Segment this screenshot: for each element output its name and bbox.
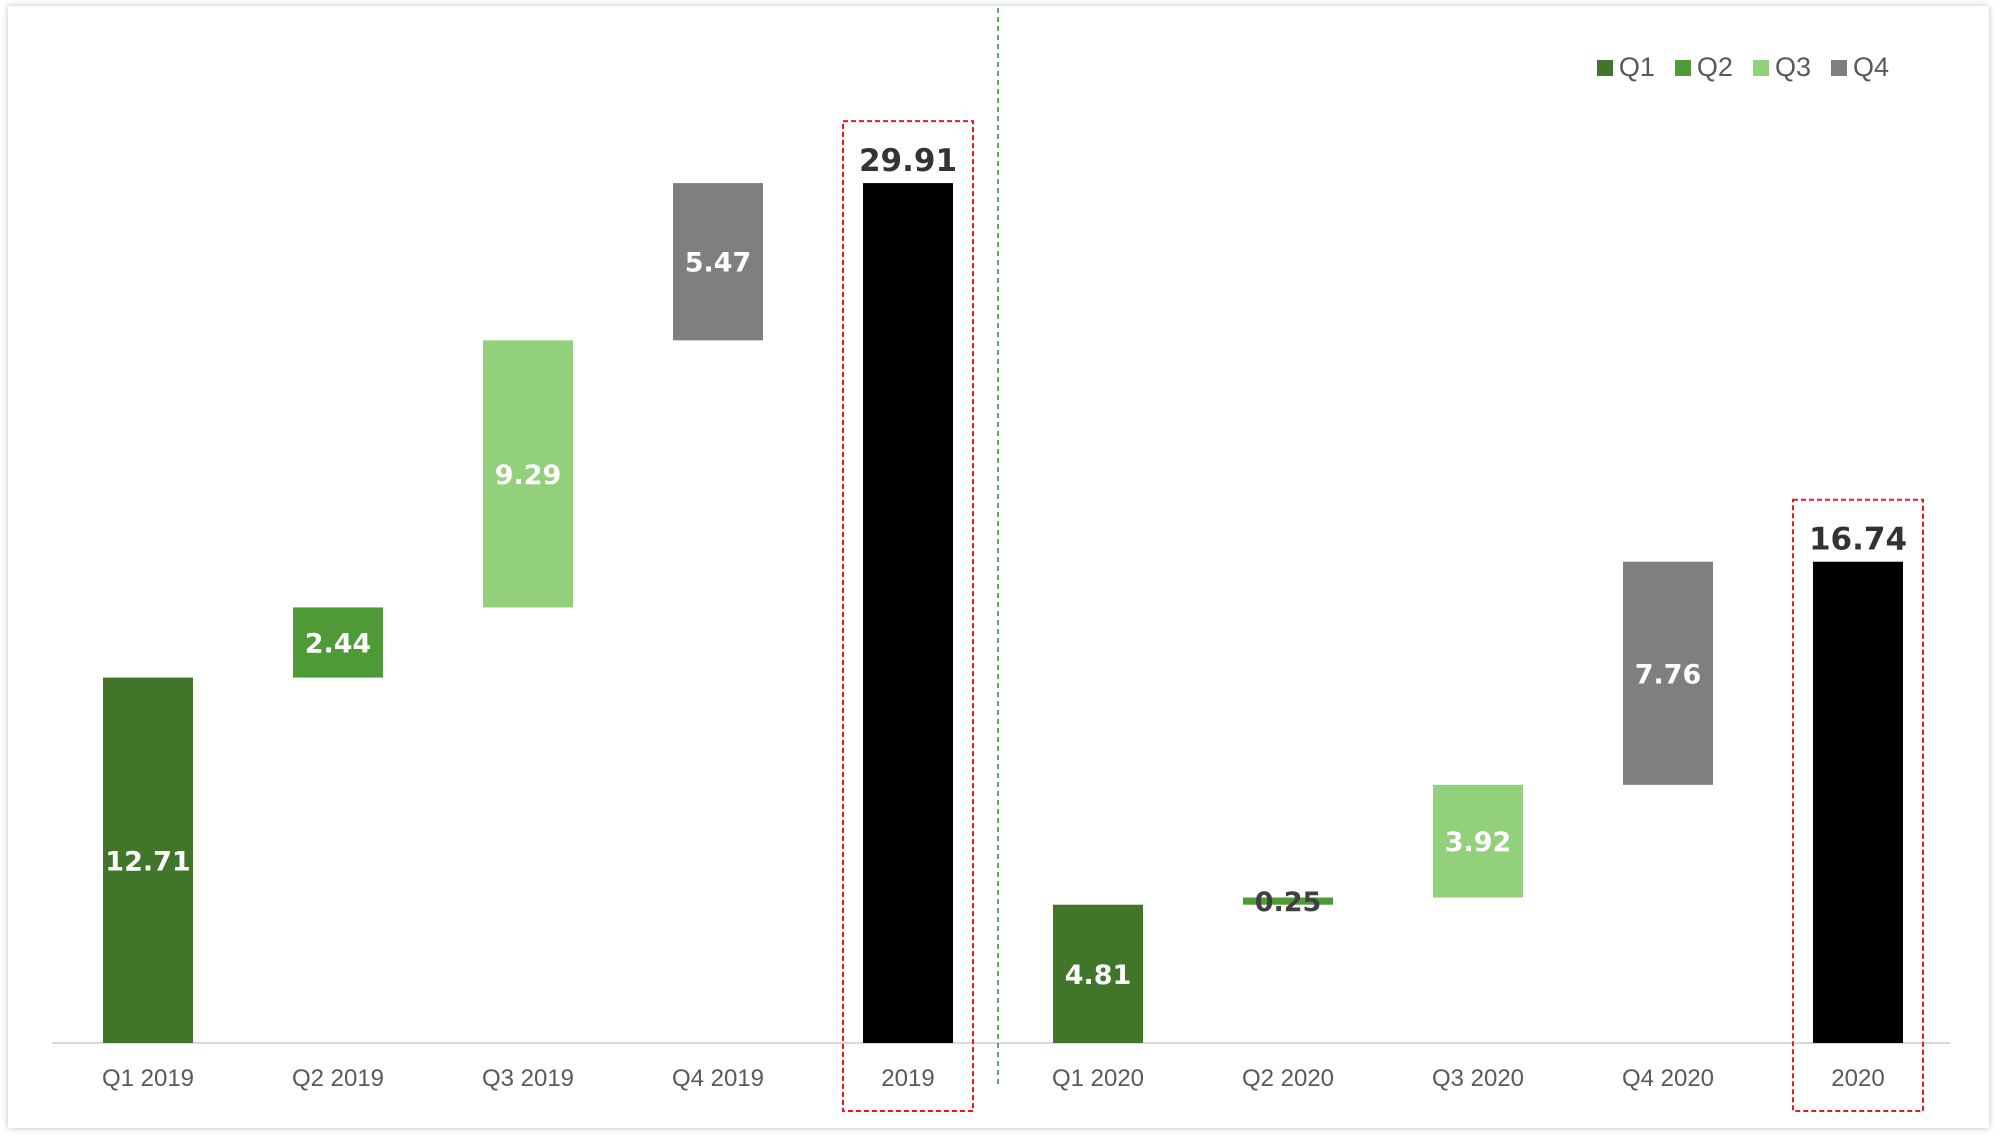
x-tick-label-2020: 2020 [1831,1065,1884,1092]
total-label-2019: 29.91 [859,143,957,179]
total-label-2020: 16.74 [1809,522,1907,558]
data-label-q3-2020: 3.92 [1445,827,1512,858]
bar-q4-2020 [1623,561,1713,785]
data-label-q2-2020: 0.25 [1255,887,1322,918]
data-label-q4-2020: 7.76 [1635,659,1702,690]
highlight-box-2020 [1792,498,1924,1113]
bar-q2-2019 [293,607,383,678]
bar-2020 [1813,561,1903,1043]
bar-q2-2020 [1243,897,1333,905]
data-label-q1-2019: 12.71 [105,846,190,877]
legend-item-q4: Q4 [1830,52,1889,83]
data-label-q3-2019: 9.29 [495,460,562,491]
legend-item-q3: Q3 [1752,52,1811,83]
legend-item-q2: Q2 [1674,52,1733,83]
legend-swatch-q4 [1830,59,1847,76]
x-tick-label-q3-2019: Q3 2019 [482,1065,574,1092]
data-label-q2-2019: 2.44 [305,629,372,660]
bar-q3-2019 [483,340,573,608]
bar-q1-2019 [103,677,193,1043]
legend-swatch-q2 [1674,59,1691,76]
x-tick-label-q1-2019: Q1 2019 [102,1065,194,1092]
bar-2019 [863,183,953,1043]
chart-legend: Q1 Q2 Q3 Q4 [1577,52,1889,83]
x-tick-label-2019: 2019 [881,1065,934,1092]
bar-q1-2020 [1053,904,1143,1043]
x-tick-label-q2-2020: Q2 2020 [1242,1065,1334,1092]
x-tick-label-q4-2019: Q4 2019 [672,1065,764,1092]
legend-item-q1: Q1 [1596,52,1655,83]
legend-label-q3: Q3 [1774,52,1811,82]
data-label-q1-2020: 4.81 [1065,960,1132,991]
legend-swatch-q1 [1596,59,1613,76]
data-label-q4-2019: 5.47 [685,248,752,279]
bar-q4-2019 [673,183,763,341]
x-tick-label-q3-2020: Q3 2020 [1432,1065,1524,1092]
legend-label-q1: Q1 [1618,52,1655,82]
highlight-box-2019 [842,120,974,1112]
bar-q3-2020 [1433,784,1523,898]
chart-marks: 12.71 Q1 2019 2.44 Q2 2019 9.29 Q3 2019 5.47 Q4… [52,8,1950,1113]
x-tick-label-q2-2019: Q2 2019 [292,1065,384,1092]
x-tick-label-q1-2020: Q1 2020 [1052,1065,1144,1092]
legend-label-q2: Q2 [1696,52,1733,82]
legend-label-q4: Q4 [1852,52,1889,82]
x-tick-label-q4-2020: Q4 2020 [1622,1065,1714,1092]
legend-swatch-q3 [1752,59,1769,76]
